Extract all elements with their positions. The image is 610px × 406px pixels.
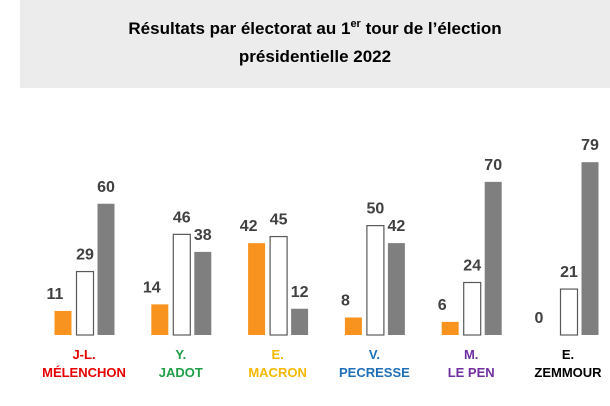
bar xyxy=(463,281,482,336)
bar xyxy=(269,235,288,336)
bar xyxy=(559,288,579,336)
bar xyxy=(97,203,115,335)
value-label: 6 xyxy=(438,297,447,314)
value-label: 12 xyxy=(291,284,309,301)
value-label: 42 xyxy=(388,218,406,235)
bar xyxy=(441,321,459,335)
chart-title: Résultats par électorat au 1er tour de l… xyxy=(128,18,501,38)
bar xyxy=(172,233,191,336)
value-label: 14 xyxy=(143,279,161,296)
chart-title: présidentielle 2022 xyxy=(239,47,391,66)
x-tick-label: Y. JADOT xyxy=(158,347,203,380)
bar xyxy=(366,225,385,336)
x-tick-label: E. MACRON xyxy=(248,347,307,380)
value-label: 45 xyxy=(270,212,288,229)
x-tick-label: E. ZEMMOUR xyxy=(534,347,602,380)
value-label: 42 xyxy=(240,218,258,235)
bar xyxy=(344,317,362,335)
bar xyxy=(291,308,309,335)
value-label: 38 xyxy=(194,227,212,244)
title-part: tour de l’élection xyxy=(361,19,502,38)
x-tick-label: V. PECRESSE xyxy=(338,347,410,380)
value-label: 50 xyxy=(367,201,385,218)
value-label: 24 xyxy=(463,258,481,275)
value-label: 21 xyxy=(560,264,578,281)
title-part: Résultats par électorat au 1 xyxy=(128,19,350,38)
bar xyxy=(194,251,212,335)
value-label: 0 xyxy=(535,310,544,327)
value-label: 8 xyxy=(341,293,350,310)
bar xyxy=(248,243,266,335)
bar xyxy=(484,181,502,335)
x-tick-label: M. LE PEN xyxy=(447,347,495,380)
bar xyxy=(151,304,169,335)
value-label: 46 xyxy=(173,209,191,226)
value-label: 79 xyxy=(581,137,599,154)
value-label: 11 xyxy=(47,286,64,303)
title-box xyxy=(20,0,610,88)
value-label: 70 xyxy=(484,157,502,174)
bar xyxy=(581,162,599,335)
bar xyxy=(387,243,405,335)
value-label: 29 xyxy=(76,247,94,264)
value-label: 60 xyxy=(97,179,115,196)
x-tick-label: J-L. MÉLENCHON xyxy=(42,347,126,380)
bar xyxy=(54,310,72,335)
bar xyxy=(75,270,95,336)
title-sup: er xyxy=(350,18,361,30)
